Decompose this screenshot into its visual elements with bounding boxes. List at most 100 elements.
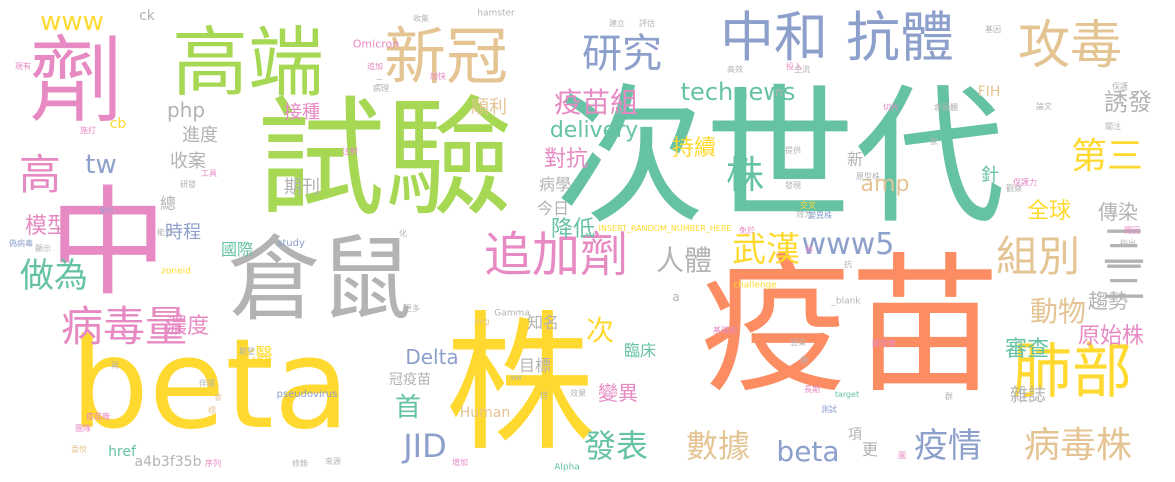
cloud-word: 進度 [182,125,218,146]
cloud-word: 今日 [536,199,570,218]
cloud-word: 新 [846,150,864,169]
cloud-word: 基礎劑 [713,326,737,335]
cloud-word: 疫苗廠 [86,412,110,421]
cloud-word: 病毒株 [1023,425,1133,466]
cloud-word: a4b3f35b [134,454,202,470]
cloud-word: 追加劑 [483,227,629,283]
cloud-word: 修飾 [292,459,308,468]
cloud-word: target [834,390,860,399]
cloud-word: delivery [549,118,639,143]
cloud-word: 知名 [526,313,560,332]
cloud-word: Gamma [494,308,530,319]
cloud-word: 三 [1102,222,1146,273]
cloud-word: 替 [800,356,808,365]
cloud-word: src [99,205,115,216]
cloud-word: 新冠 [383,20,509,93]
cloud-word: technews [680,78,796,106]
cloud-word: php [166,98,206,122]
cloud-word: 兩 [111,361,119,370]
cloud-word: 序列 [205,459,221,468]
cloud-word: 第三 [1070,136,1144,177]
cloud-word: 觀察 [1006,184,1022,193]
cloud-word: 全球 [1026,199,1072,224]
cloud-word: 病理 [373,84,389,93]
cloud-word: 項 [848,427,862,443]
cloud-word: tw [85,150,117,180]
cloud-word: 模型 [24,214,70,239]
cloud-word: 收集 [413,14,429,23]
cloud-word: 切片 [883,103,899,112]
cloud-word: 倉鼠體 [934,103,958,112]
cloud-word: 標 [208,406,216,415]
cloud-word: 人體 [655,244,713,277]
cloud-word: 肺部 [1012,337,1132,407]
cloud-word: _blank [831,296,861,307]
cloud-word: pseudovirus [276,389,338,400]
cloud-word: 劑 [28,27,124,136]
cloud-word: 總 [159,194,177,213]
cloud-word: 研究 [582,31,662,77]
cloud-word: 論文 [1036,102,1052,111]
cloud-word: 期望 [239,347,255,356]
cloud-word: 中 [48,174,168,312]
cloud-word: 原始株 [1077,324,1145,349]
cloud-word: 來源 [325,457,341,466]
cloud-word: 臨床 [623,341,657,360]
cloud-word: 顯示 [35,244,51,253]
cloud-word: a [672,290,680,304]
cloud-word: 數據 [685,427,751,465]
cloud-word: 會 [214,393,222,402]
cloud-word: 高效 [727,65,743,74]
cloud-word: 主流 [794,65,810,74]
cloud-word: 保護 [1112,82,1128,91]
cloud-word: Human [459,405,511,421]
cloud-word: hamster [477,8,515,19]
cloud-word: 降低 [550,217,596,242]
cloud-word: 病學 [538,175,572,194]
cloud-word: 北醫 [237,345,273,366]
cloud-word: study [277,238,305,249]
cloud-word: 高 [18,150,62,199]
cloud-word: 三 [1102,257,1146,308]
cloud-word: 接種 [284,102,320,123]
cloud-word: 組別 [995,232,1081,281]
cloud-word: www5 [801,227,895,262]
cloud-word: 工具 [201,169,217,178]
cloud-word: 現有 [15,62,31,71]
cloud-word: 目標 [518,356,552,375]
cloud-word: www [40,7,104,37]
cloud-word: 倍 [540,391,548,400]
cloud-word: 保護力 [1013,178,1037,187]
cloud-word: 疫苗 [699,240,1001,414]
cloud-word: 變異 [598,381,638,405]
cloud-word: 次 [585,314,615,347]
cloud-word: 病毒量 [60,302,188,351]
cloud-word: 提供 [785,146,801,155]
cloud-word: 攻毒 [1017,16,1123,76]
cloud-word: n [775,85,783,99]
cloud-word: Delta [405,345,459,369]
cloud-word: 倉鼠 [227,226,413,333]
cloud-word: 投入 [786,62,802,71]
cloud-word: challenge [733,280,777,291]
cloud-word: 對抗 [543,147,589,172]
cloud-word: 原型株 [856,172,880,181]
cloud-word: 變異株 [808,211,832,220]
cloud-word: 加快 [430,72,446,81]
cloud-word: 發現 [785,181,801,190]
cloud-word: 時程 [165,222,201,243]
cloud-word: 抗體 [846,6,954,69]
cloud-word: 圖 [898,451,906,460]
cloud-word: 持續 [671,136,717,161]
cloud-word: 首 [394,393,422,423]
cloud-word: 疫情 [914,426,982,466]
cloud-word: 冠疫苗 [389,372,431,388]
cloud-word: 閉因 [1124,226,1140,235]
cloud-word: 增加 [452,458,468,467]
cloud-word: 注射 [342,147,358,156]
cloud-word: 株 [725,153,765,197]
cloud-word: 高端 [172,18,324,107]
cloud-word: href [108,444,136,460]
cloud-word: 株 [444,298,596,472]
